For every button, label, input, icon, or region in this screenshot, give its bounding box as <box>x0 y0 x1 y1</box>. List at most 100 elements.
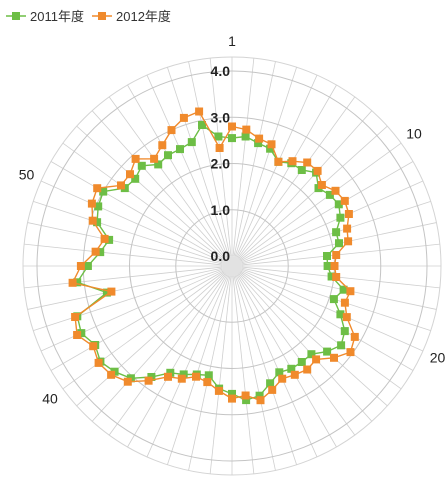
data-point <box>107 370 116 379</box>
data-point <box>344 210 353 218</box>
spoke <box>234 275 297 465</box>
data-point <box>164 151 172 160</box>
tick-label: 2.0 <box>211 156 231 172</box>
data-point <box>131 174 140 183</box>
data-point <box>241 391 250 400</box>
legend: 2011年度 2012年度 <box>6 9 171 24</box>
data-point <box>335 239 343 248</box>
data-point <box>158 141 167 150</box>
spoke <box>237 273 356 436</box>
spoke <box>240 180 424 263</box>
data-point <box>330 262 339 270</box>
tick-label: 0.0 <box>211 248 231 264</box>
data-point <box>312 355 321 364</box>
spoke <box>50 270 224 371</box>
data-point <box>332 273 341 281</box>
data-point <box>330 353 338 362</box>
spoke <box>24 266 223 289</box>
center-hub <box>222 256 242 276</box>
spoke <box>235 274 318 458</box>
data-point <box>93 218 102 227</box>
data-point <box>87 199 96 208</box>
data-point <box>346 287 355 296</box>
data-point <box>241 132 250 141</box>
data-point <box>317 181 326 189</box>
data-point <box>337 341 346 350</box>
axis-label: 50 <box>19 167 35 183</box>
spoke <box>146 74 229 258</box>
data-point <box>331 186 340 195</box>
spoke <box>239 142 402 261</box>
data-point <box>266 144 275 153</box>
data-point <box>203 378 212 387</box>
data-point <box>144 376 153 385</box>
grid-ring <box>175 209 289 323</box>
data-point <box>325 190 334 199</box>
data-point <box>100 234 109 243</box>
data-point <box>242 125 251 134</box>
legend-marker-2012 <box>98 12 106 20</box>
axis-label: 30 <box>248 482 264 483</box>
data-point <box>179 370 188 379</box>
data-point <box>107 287 116 296</box>
data-point <box>307 350 316 359</box>
data-point <box>228 122 236 131</box>
data-point <box>192 372 200 381</box>
data-point <box>288 157 297 166</box>
spoke <box>233 61 276 257</box>
data-point <box>332 228 341 237</box>
data-point <box>214 132 223 141</box>
spoke <box>91 110 226 259</box>
data-point <box>105 235 114 244</box>
data-point <box>117 181 125 190</box>
data-point <box>340 327 349 336</box>
data-point <box>96 248 105 257</box>
data-point <box>287 364 296 373</box>
spoke <box>237 96 356 259</box>
data-point <box>323 262 332 270</box>
data-point <box>346 348 355 357</box>
data-point <box>126 170 134 179</box>
spoke <box>209 58 232 257</box>
spoke <box>27 267 223 310</box>
spoke <box>40 180 224 263</box>
data-point <box>323 347 332 356</box>
spoke <box>236 274 337 448</box>
radar-grid <box>22 56 442 476</box>
data-point <box>342 313 351 322</box>
spoke <box>27 222 223 265</box>
data-point <box>323 252 331 260</box>
data-point <box>179 113 188 122</box>
data-point <box>329 295 338 304</box>
data-point <box>228 134 236 143</box>
data-point <box>73 278 82 287</box>
data-point <box>77 329 86 338</box>
spoke <box>239 271 402 390</box>
data-point <box>154 160 163 169</box>
spoke <box>108 96 227 259</box>
spoke <box>232 58 255 257</box>
data-point <box>255 134 264 143</box>
spoke <box>146 274 229 458</box>
tick-label: 1.0 <box>211 202 231 218</box>
data-point <box>266 379 275 388</box>
data-point <box>254 139 263 148</box>
data-point <box>167 126 176 135</box>
data-point <box>164 372 172 381</box>
data-point <box>350 332 359 341</box>
spoke <box>33 268 223 331</box>
spoke <box>209 275 232 474</box>
spoke <box>241 243 440 266</box>
grid-ring <box>36 70 428 462</box>
spoke <box>233 275 276 471</box>
spoke <box>238 110 373 259</box>
spoke <box>167 275 230 465</box>
data-point <box>268 385 277 394</box>
data-point <box>214 386 223 395</box>
data-point <box>274 157 283 166</box>
data-point <box>290 370 299 379</box>
legend-label-2012: 2012年度 <box>116 9 171 24</box>
data-point <box>198 121 206 129</box>
tick-label: 3.0 <box>211 109 231 125</box>
axis-label: 40 <box>42 390 58 406</box>
